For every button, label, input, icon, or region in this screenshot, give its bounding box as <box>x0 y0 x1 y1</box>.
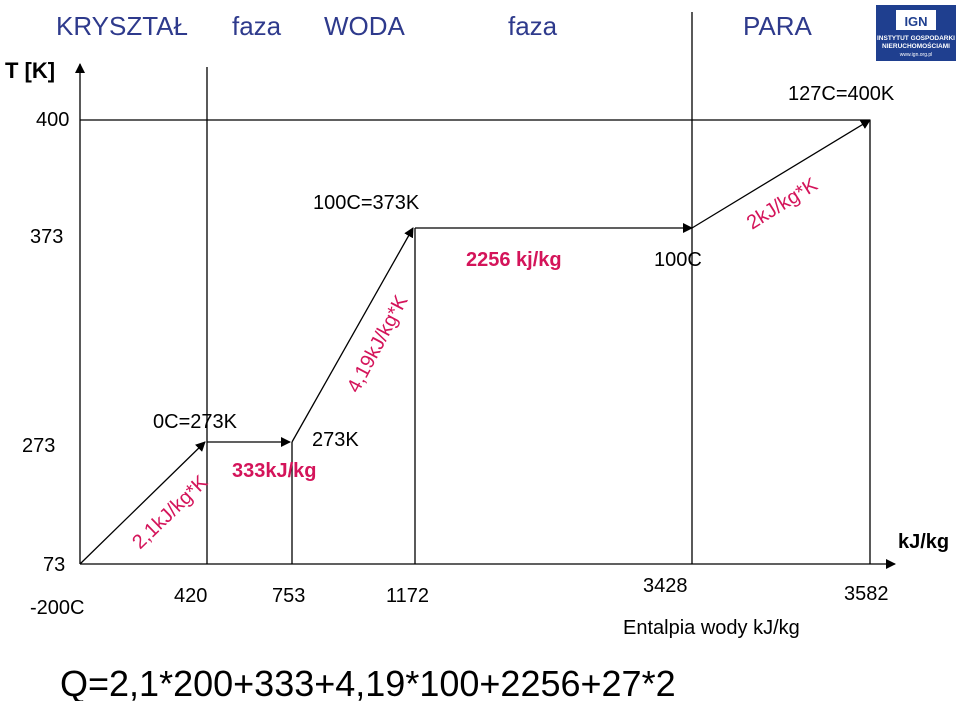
phase-separator-2-label: faza <box>508 11 558 41</box>
phase-steam-label: PARA <box>743 11 813 41</box>
y-tick-minus200c: -200C <box>30 597 84 619</box>
steam-heating-segment <box>691 119 871 229</box>
water-heating-segment <box>291 227 414 443</box>
top-point-label: 127C=400K <box>788 83 895 105</box>
logo-line-2: NIERUCHOMOŚCIAMI <box>882 41 950 50</box>
k273-label: 273K <box>312 429 359 451</box>
x-axis-title: Entalpia wody kJ/kg <box>623 617 800 639</box>
zero-c-label: 0C=273K <box>153 411 238 433</box>
y-tick-373: 373 <box>30 226 63 248</box>
logo-line-3: www.ign.org.pl <box>900 52 933 58</box>
ice-heating-segment <box>79 441 206 565</box>
x-tick-1172: 1172 <box>386 585 429 607</box>
y-tick-73: 73 <box>43 554 65 576</box>
phase-water-label: WODA <box>324 11 406 41</box>
x-tick-420: 420 <box>174 585 207 607</box>
c100-label: 100C <box>654 249 702 271</box>
phase-crystal-label: KRYSZTAŁ <box>56 11 188 41</box>
energy-formula: Q=2,1*200+333+4,19*100+2256+27*2 <box>60 663 676 701</box>
logo-mark: IGN <box>904 14 927 29</box>
steam-specific-heat-label: 2kJ/kg*K <box>743 173 822 234</box>
logo-line-1: INSTYTUT GOSPODARKI <box>877 35 955 42</box>
y-axis-title: T [K] <box>5 58 55 83</box>
y-tick-273: 273 <box>22 435 55 457</box>
phase-separator-1-label: faza <box>232 11 282 41</box>
water-specific-heat-label: 4,19kJ/kg*K <box>343 291 413 396</box>
x-tick-3428: 3428 <box>643 575 688 597</box>
vaporization-heat-label: 2256 kj/kg <box>466 249 562 271</box>
ice-specific-heat-label: 2,1kJ/kg*K <box>128 471 213 554</box>
ign-logo: IGN INSTYTUT GOSPODARKI NIERUCHOMOŚCIAMI… <box>876 5 956 61</box>
x-axis-unit: kJ/kg <box>898 531 949 553</box>
x-tick-3582: 3582 <box>844 583 889 605</box>
x-tick-753: 753 <box>272 585 305 607</box>
y-tick-400: 400 <box>36 109 69 131</box>
boiling-point-label: 100C=373K <box>313 192 420 214</box>
melting-heat-label: 333kJ/kg <box>232 460 317 482</box>
